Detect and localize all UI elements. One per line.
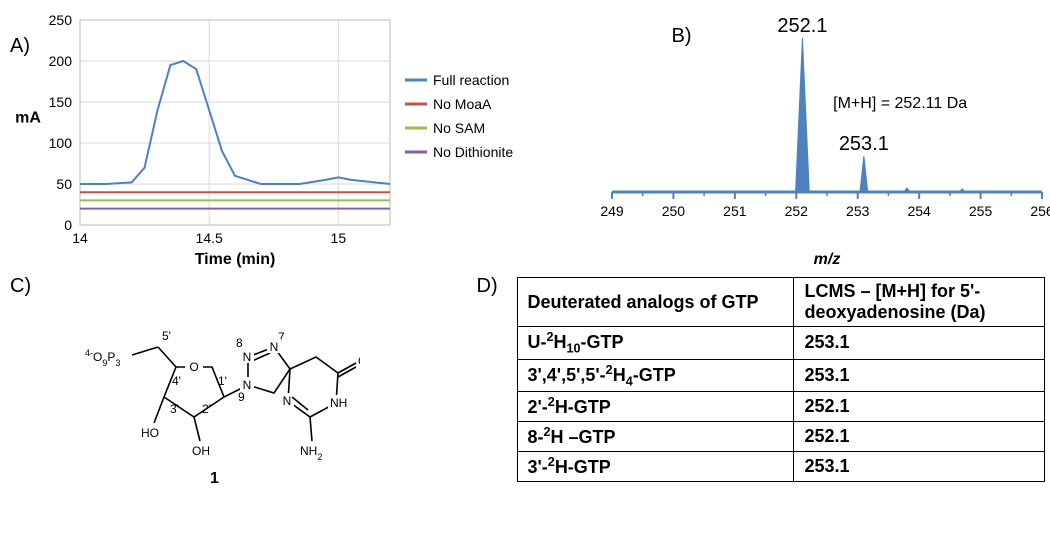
svg-text:252: 252 xyxy=(784,203,808,219)
svg-text:No SAM: No SAM xyxy=(433,120,485,136)
svg-text:9: 9 xyxy=(238,390,245,404)
svg-text:252.1: 252.1 xyxy=(777,15,827,37)
svg-text:Full reaction: Full reaction xyxy=(433,72,509,88)
svg-text:15: 15 xyxy=(331,230,347,246)
svg-text:NH2: NH2 xyxy=(300,444,322,462)
svg-text:3': 3' xyxy=(170,402,179,416)
panel-d: D) Deuterated analogs of GTPLCMS – [M+H]… xyxy=(512,275,1046,525)
svg-text:250: 250 xyxy=(661,203,685,219)
svg-text:255: 255 xyxy=(968,203,992,219)
svg-text:4-O9P3: 4-O9P3 xyxy=(85,348,120,368)
svg-text:N: N xyxy=(270,340,279,354)
svg-text:1': 1' xyxy=(218,374,227,388)
svg-text:249: 249 xyxy=(600,203,624,219)
svg-text:mA: mA xyxy=(15,110,41,127)
panel-c: C) O4-O9P35'HOOH4'3'2'1'N9N87NONHNNH21 xyxy=(10,275,577,525)
svg-text:253.1: 253.1 xyxy=(838,133,888,155)
svg-text:No Dithionite: No Dithionite xyxy=(433,144,513,160)
svg-text:HO: HO xyxy=(141,426,159,440)
panel-d-label: D) xyxy=(477,275,498,298)
svg-text:251: 251 xyxy=(723,203,747,219)
svg-text:N: N xyxy=(243,350,252,364)
svg-text:O: O xyxy=(189,360,198,374)
panel-a: A) 0501001502002501414.515Time (min)mAFu… xyxy=(10,10,577,270)
svg-text:OH: OH xyxy=(192,444,210,458)
svg-text:254: 254 xyxy=(907,203,931,219)
svg-text:[M+H] = 252.11 Da: [M+H] = 252.11 Da xyxy=(833,95,967,112)
deuterated-analogs-table: Deuterated analogs of GTPLCMS – [M+H] fo… xyxy=(517,277,1046,482)
svg-text:1: 1 xyxy=(210,470,219,487)
svg-text:253: 253 xyxy=(846,203,870,219)
chemical-structure: O4-O9P35'HOOH4'3'2'1'N9N87NONHNNH21 xyxy=(80,285,360,515)
svg-text:O: O xyxy=(358,354,360,368)
svg-text:8: 8 xyxy=(236,336,243,350)
svg-text:256: 256 xyxy=(1030,203,1050,219)
svg-text:0: 0 xyxy=(64,217,72,233)
svg-text:200: 200 xyxy=(49,53,73,69)
svg-text:14: 14 xyxy=(72,230,88,246)
svg-text:100: 100 xyxy=(49,135,73,151)
svg-text:NH: NH xyxy=(330,396,347,410)
svg-text:No MoaA: No MoaA xyxy=(433,96,492,112)
svg-text:2': 2' xyxy=(202,402,211,416)
svg-text:N: N xyxy=(283,394,292,408)
svg-text:50: 50 xyxy=(56,176,72,192)
svg-text:14.5: 14.5 xyxy=(196,230,223,246)
svg-text:Time (min): Time (min) xyxy=(195,251,276,268)
panel-b: B) 249250251252253254255256252.1253.1[M+… xyxy=(582,10,1046,270)
chromatogram-chart: 0 50 100 150 200 250 14 14.5 15 Time (min) mA Full … xyxy=(10,10,570,270)
svg-text:m/z: m/z xyxy=(813,251,840,268)
svg-text:250: 250 xyxy=(49,12,73,28)
panel-c-label: C) xyxy=(10,275,31,298)
svg-text:4': 4' xyxy=(172,374,181,388)
mass-spectrum-chart: 249 250 251 252 253 254 255 256 252.1 253.1 [M+H] … xyxy=(582,10,1050,270)
svg-text:150: 150 xyxy=(49,94,73,110)
svg-text:5': 5' xyxy=(162,329,171,343)
